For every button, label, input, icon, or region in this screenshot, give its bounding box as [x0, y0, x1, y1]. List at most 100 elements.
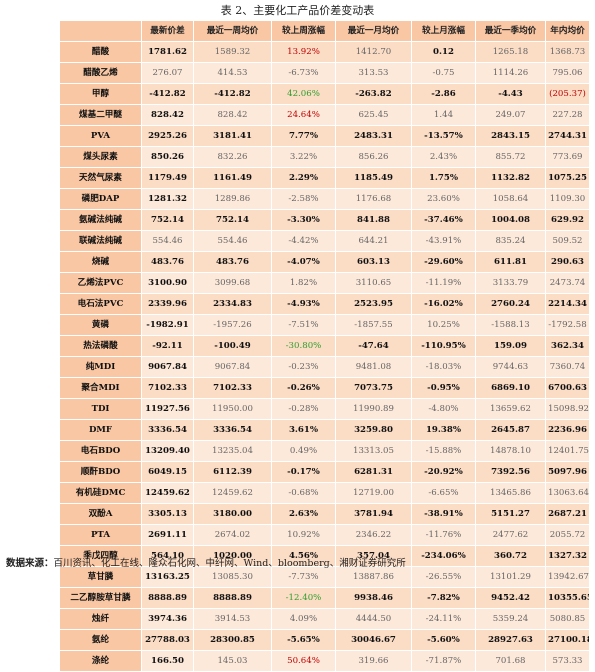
table-cell: 7.77%: [271, 125, 336, 147]
table-cell: 2473.74: [545, 272, 590, 294]
table-cell: -234.06%: [411, 545, 476, 567]
column-header: [59, 20, 142, 42]
table-cell: 6700.63: [545, 377, 590, 399]
product-name: 有机硅DMC: [59, 482, 142, 504]
product-name: 煤基二甲醚: [59, 104, 142, 126]
table-cell: 1.44: [411, 104, 476, 126]
table-cell: 227.28: [545, 104, 590, 126]
price-spread-table: 最新价差 最近一周均价 较上周涨幅 最近一月均价 较上月涨幅 最近一季均价 年内均价 醋酸 1…: [59, 20, 590, 672]
table-cell: 1004.08: [475, 209, 546, 231]
table-cell: 2236.96: [545, 419, 590, 441]
table-cell: 625.45: [335, 104, 412, 126]
table-cell: 773.69: [545, 146, 590, 168]
table-cell: -4.42%: [271, 230, 336, 252]
table-cell: -4.80%: [411, 398, 476, 420]
table-cell: 1109.30: [545, 188, 590, 210]
table-cell: 5097.96: [545, 461, 590, 483]
table-cell: -29.60%: [411, 251, 476, 273]
table-cell: 701.68: [475, 650, 546, 672]
table-cell: 1161.49: [193, 167, 272, 189]
table-cell: -4.93%: [271, 293, 336, 315]
table-cell: 3781.94: [335, 503, 412, 525]
table-cell: 554.46: [193, 230, 272, 252]
table-cell: 2339.96: [141, 293, 194, 315]
product-name: 涤纶: [59, 650, 142, 672]
product-name: 顺酐BDO: [59, 461, 142, 483]
table-row: 纯MDI 9067.84 9067.84 -0.23% 9481.08 -18.03% 97…: [59, 356, 590, 378]
table-cell: 611.81: [475, 251, 546, 273]
table-cell: 23.60%: [411, 188, 476, 210]
table-cell: 9938.46: [335, 587, 412, 609]
table-cell: (205.37): [545, 83, 590, 105]
product-name: 氨纶: [59, 629, 142, 651]
column-header: 较上月涨幅: [411, 20, 476, 42]
table-row: 热法磷酸 -92.11 -100.49 -30.80% -47.64 -110.95% 15…: [59, 335, 590, 357]
table-cell: 13235.04: [193, 440, 272, 462]
table-cell: -26.55%: [411, 566, 476, 588]
table-row: 二乙醇胺草甘膦 8888.89 8888.89 -12.40% 9938.46 -7.82…: [59, 587, 590, 609]
product-name: 黄磷: [59, 314, 142, 336]
table-cell: 9067.84: [193, 356, 272, 378]
table-cell: -2.58%: [271, 188, 336, 210]
table-cell: 276.07: [141, 62, 194, 84]
column-header: 年内均价: [545, 20, 590, 42]
table-row: 磷肥DAP 1281.32 1289.86 -2.58% 1176.68 23.60% 10…: [59, 188, 590, 210]
table-row: 烛纤 3974.36 3914.53 4.09% 4444.50 -24.11% 5359.…: [59, 608, 590, 630]
table-row: 烧碱 483.76 483.76 -4.07% 603.13 -29.60% 611.81 2…: [59, 251, 590, 273]
table-cell: -412.82: [141, 83, 194, 105]
table-cell: -0.75: [411, 62, 476, 84]
table-cell: -6.73%: [271, 62, 336, 84]
table-cell: 3099.68: [193, 272, 272, 294]
table-cell: -71.87%: [411, 650, 476, 672]
table-cell: 12459.62: [193, 482, 272, 504]
table-cell: 7102.33: [141, 377, 194, 399]
table-row: 顺酐BDO 6049.15 6112.39 -0.17% 6281.31 -20.92% 7…: [59, 461, 590, 483]
product-name: 醋酸乙烯: [59, 62, 142, 84]
table-cell: 0.49%: [271, 440, 336, 462]
table-row: 醋酸 1781.62 1589.32 13.92% 1412.70 0.12 1265.18…: [59, 41, 590, 63]
table-cell: -100.49: [193, 335, 272, 357]
product-name: 聚合MDI: [59, 377, 142, 399]
table-cell: -1982.91: [141, 314, 194, 336]
product-name: 热法磷酸: [59, 335, 142, 357]
product-name: PVA: [59, 125, 142, 147]
table-cell: -38.91%: [411, 503, 476, 525]
table-cell: 6281.31: [335, 461, 412, 483]
table-cell: 0.12: [411, 41, 476, 63]
table-cell: 1412.70: [335, 41, 412, 63]
table-cell: 1327.32: [545, 545, 590, 567]
table-cell: -7.51%: [271, 314, 336, 336]
table-cell: 2523.95: [335, 293, 412, 315]
table-cell: 573.33: [545, 650, 590, 672]
table-cell: 752.14: [141, 209, 194, 231]
table-row: 氨纶 27788.03 28300.85 -5.65% 30046.67 -5.60% 28…: [59, 629, 590, 651]
table-cell: 13063.64: [545, 482, 590, 504]
column-header: 最近一周均价: [193, 20, 272, 42]
table-cell: 855.72: [475, 146, 546, 168]
table-cell: -1792.58: [545, 314, 590, 336]
table-cell: -30.80%: [271, 335, 336, 357]
table-cell: 1289.86: [193, 188, 272, 210]
product-name: 氨碱法纯碱: [59, 209, 142, 231]
table-cell: 832.26: [193, 146, 272, 168]
table-cell: 2.29%: [271, 167, 336, 189]
table-row: 双酚A 3305.13 3180.00 2.63% 3781.94 -38.91% 5151…: [59, 503, 590, 525]
table-cell: -13.57%: [411, 125, 476, 147]
table-cell: 5080.85: [545, 608, 590, 630]
product-name: 联碱法纯碱: [59, 230, 142, 252]
table-cell: 2346.22: [335, 524, 412, 546]
table-cell: -412.82: [193, 83, 272, 105]
table-cell: -11.19%: [411, 272, 476, 294]
table-cell: -4.07%: [271, 251, 336, 273]
table-cell: 2691.11: [141, 524, 194, 546]
table-cell: 10.92%: [271, 524, 336, 546]
table-cell: 1589.32: [193, 41, 272, 63]
table-cell: 9452.42: [475, 587, 546, 609]
table-cell: 11950.00: [193, 398, 272, 420]
table-cell: 2744.31: [545, 125, 590, 147]
table-cell: 12401.75: [545, 440, 590, 462]
table-cell: 483.76: [141, 251, 194, 273]
table-cell: 13.92%: [271, 41, 336, 63]
product-name: 电石法PVC: [59, 293, 142, 315]
table-row: 甲醇 -412.82 -412.82 42.06% -263.82 -2.86 -4.43(…: [59, 83, 590, 105]
